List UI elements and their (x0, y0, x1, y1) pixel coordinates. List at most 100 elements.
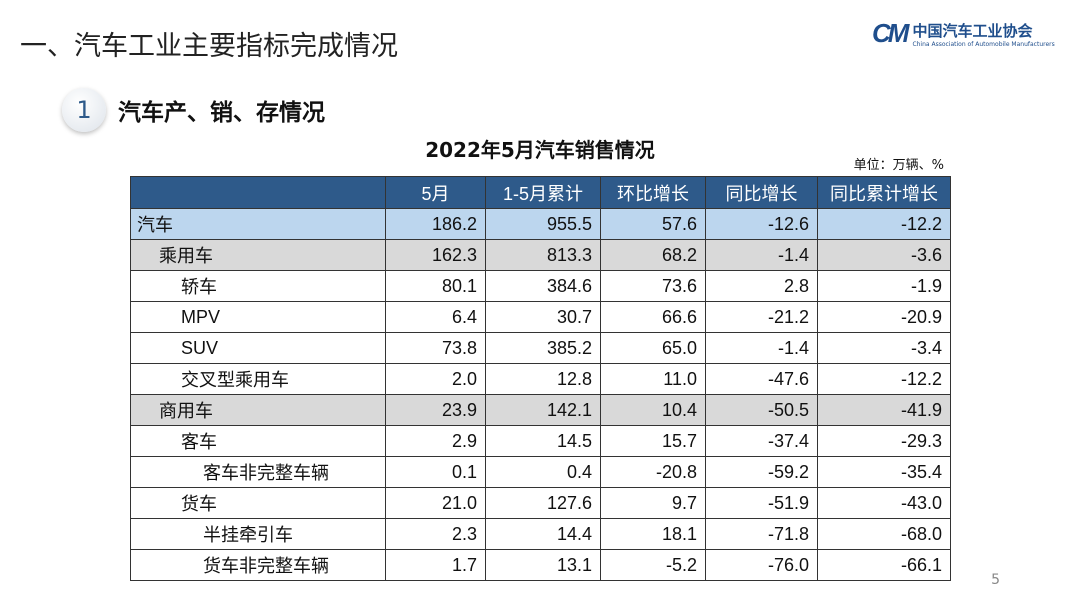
table-cell: 385.2 (485, 332, 601, 364)
table-cell: 23.9 (385, 394, 486, 426)
row-label: 货车非完整车辆 (130, 549, 386, 581)
table-cell: -41.9 (817, 394, 951, 426)
table-cell: 14.5 (485, 425, 601, 457)
section-label: 汽车产、销、存情况 (118, 100, 325, 126)
table-cell: -3.4 (817, 332, 951, 364)
table-cell: 80.1 (385, 270, 486, 302)
table-cell: 186.2 (385, 208, 486, 240)
row-label: MPV (130, 301, 386, 333)
table-row: 客车 2.9 14.5 15.7 -37.4 -29.3 (130, 425, 951, 457)
table-cell: 68.2 (600, 239, 706, 271)
section-heading: 1 汽车产、销、存情况 (62, 88, 325, 132)
table-cell: 162.3 (385, 239, 486, 271)
row-label: 汽车 (130, 208, 386, 240)
table-cell: -3.6 (817, 239, 951, 271)
table-row: 客车非完整车辆 0.1 0.4 -20.8 -59.2 -35.4 (130, 456, 951, 488)
table-cell: 14.4 (485, 518, 601, 550)
table-cell: 13.1 (485, 549, 601, 581)
table-cell: -50.5 (705, 394, 818, 426)
table-title: 2022年5月汽车销售情况 (425, 138, 655, 162)
table-cell: -66.1 (817, 549, 951, 581)
table-cell: 2.9 (385, 425, 486, 457)
table-cell: -12.2 (817, 208, 951, 240)
table-cell: 10.4 (600, 394, 706, 426)
logo-mark-icon: CM (872, 18, 909, 48)
table-cell: -68.0 (817, 518, 951, 550)
table-cell: 65.0 (600, 332, 706, 364)
section-number-badge: 1 (62, 88, 106, 132)
table-cell: -51.9 (705, 487, 818, 519)
page-number: 5 (991, 572, 1000, 588)
table-cell: -1.9 (817, 270, 951, 302)
table-cell: -12.2 (817, 363, 951, 395)
table-cell: -29.3 (817, 425, 951, 457)
column-header: 1-5月累计 (485, 176, 601, 209)
row-label: 乘用车 (130, 239, 386, 271)
table-cell: -47.6 (705, 363, 818, 395)
table-cell: -20.8 (600, 456, 706, 488)
table-cell: 11.0 (600, 363, 706, 395)
table-row: 汽车 186.2 955.5 57.6 -12.6 -12.2 (130, 208, 951, 240)
table-cell: 73.8 (385, 332, 486, 364)
table-row: 货车 21.0 127.6 9.7 -51.9 -43.0 (130, 487, 951, 519)
table-row: MPV 6.4 30.7 66.6 -21.2 -20.9 (130, 301, 951, 333)
table-cell: -35.4 (817, 456, 951, 488)
logo-cn: 中国汽车工业协会 (912, 21, 1033, 40)
row-label: 轿车 (130, 270, 386, 302)
row-label: 交叉型乘用车 (130, 363, 386, 395)
table-cell: 1.7 (385, 549, 486, 581)
row-label: 商用车 (130, 394, 386, 426)
column-header: 5月 (385, 176, 486, 209)
column-header: 环比增长 (600, 176, 706, 209)
table-row: SUV 73.8 385.2 65.0 -1.4 -3.4 (130, 332, 951, 364)
table-cell: -12.6 (705, 208, 818, 240)
table-cell: -37.4 (705, 425, 818, 457)
table-cell: -43.0 (817, 487, 951, 519)
table-row: 轿车 80.1 384.6 73.6 2.8 -1.9 (130, 270, 951, 302)
table-cell: -1.4 (705, 332, 818, 364)
sales-table: 5月 1-5月累计 环比增长 同比增长 同比累计增长 汽车 186.2 955.5 57.6-… (130, 176, 951, 581)
table-row: 半挂牵引车 2.3 14.4 18.1 -71.8 -68.0 (130, 518, 951, 550)
table-cell: 2.0 (385, 363, 486, 395)
table-cell: 384.6 (485, 270, 601, 302)
column-header: 同比累计增长 (817, 176, 951, 209)
table-cell: 66.6 (600, 301, 706, 333)
table-cell: 15.7 (600, 425, 706, 457)
table-cell: -5.2 (600, 549, 706, 581)
table-cell: 955.5 (485, 208, 601, 240)
table-cell: 6.4 (385, 301, 486, 333)
table-cell: 73.6 (600, 270, 706, 302)
table-cell: -21.2 (705, 301, 818, 333)
row-label: 货车 (130, 487, 386, 519)
table-cell: 57.6 (600, 208, 706, 240)
table-cell: 12.8 (485, 363, 601, 395)
table-cell: -20.9 (817, 301, 951, 333)
slide-title: 一、汽车工业主要指标完成情况 (20, 31, 398, 62)
table-cell: -71.8 (705, 518, 818, 550)
table-row: 交叉型乘用车 2.0 12.8 11.0 -47.6 -12.2 (130, 363, 951, 395)
row-label: 客车 (130, 425, 386, 457)
table-row: 货车非完整车辆 1.7 13.1 -5.2 -76.0 -66.1 (130, 549, 951, 581)
table-cell: -1.4 (705, 239, 818, 271)
table-row: 商用车 23.9 142.1 10.4 -50.5 -41.9 (130, 394, 951, 426)
logo-en: China Association of Automobile Manufact… (912, 40, 1055, 48)
column-header: 同比增长 (705, 176, 818, 209)
row-label: SUV (130, 332, 386, 364)
table-cell: 813.3 (485, 239, 601, 271)
row-label: 半挂牵引车 (130, 518, 386, 550)
table-cell: 142.1 (485, 394, 601, 426)
caam-logo: CM 中国汽车工业协会 China Association of Automob… (872, 18, 1055, 49)
table-row: 乘用车 162.3 813.3 68.2 -1.4 -3.6 (130, 239, 951, 271)
table-cell: -76.0 (705, 549, 818, 581)
table-cell: 9.7 (600, 487, 706, 519)
table-cell: 0.1 (385, 456, 486, 488)
table-cell: 0.4 (485, 456, 601, 488)
column-header (130, 176, 386, 209)
table-header-row: 5月 1-5月累计 环比增长 同比增长 同比累计增长 (130, 176, 951, 209)
table-cell: 30.7 (485, 301, 601, 333)
table-cell: 2.3 (385, 518, 486, 550)
table-cell: 18.1 (600, 518, 706, 550)
row-label: 客车非完整车辆 (130, 456, 386, 488)
table-cell: -59.2 (705, 456, 818, 488)
table-cell: 2.8 (705, 270, 818, 302)
